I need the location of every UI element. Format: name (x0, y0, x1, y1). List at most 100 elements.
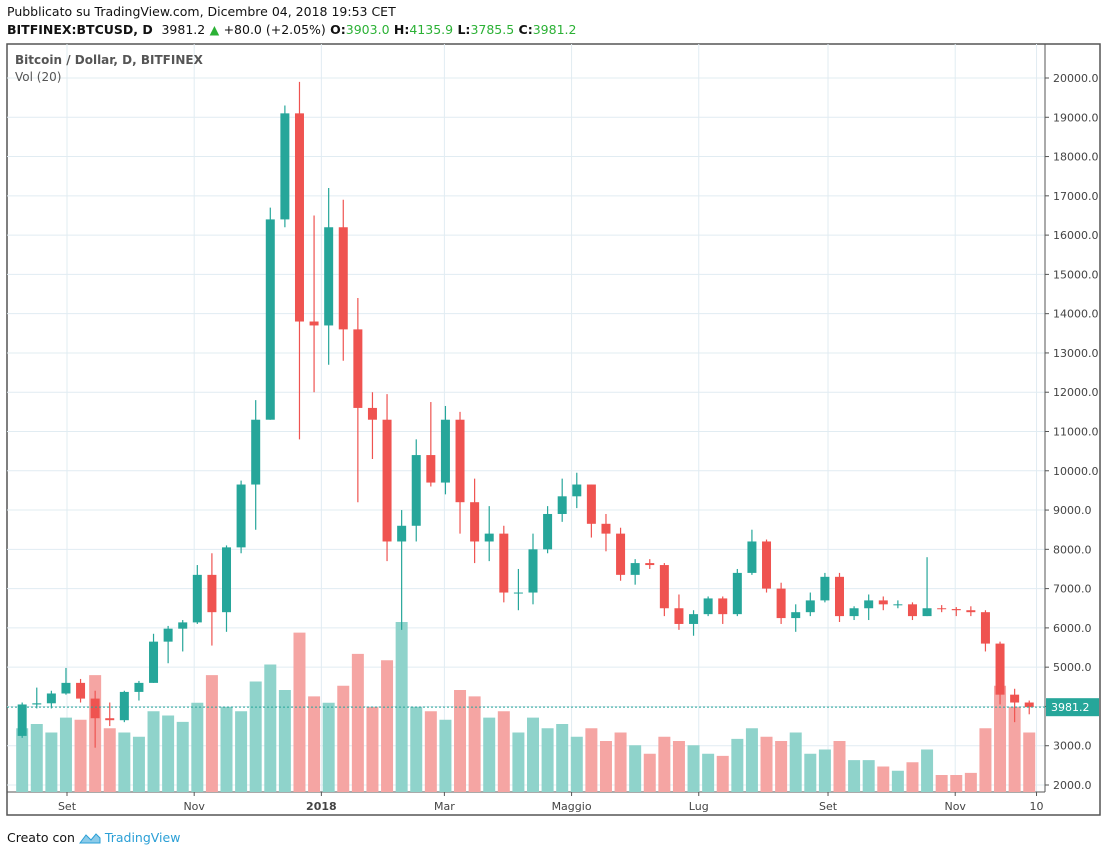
volume-bar (512, 732, 525, 792)
candle-body (849, 608, 859, 617)
volume-bar (322, 702, 335, 792)
candle-body (718, 598, 728, 615)
candle-body (893, 604, 903, 606)
volume-bar (804, 753, 817, 792)
candle-body (309, 321, 319, 326)
volume-bar (570, 736, 583, 792)
candle-body (411, 455, 421, 526)
volume-bar (176, 721, 189, 792)
candle-body (791, 612, 801, 619)
x-tick-label: Mar (434, 800, 455, 813)
candle-body (426, 455, 436, 483)
x-tick-label: 10 (1030, 800, 1044, 813)
volume-bar (468, 696, 481, 792)
candle-body (951, 609, 961, 611)
close-value: 3981.2 (532, 22, 577, 37)
open-label: O: (330, 22, 346, 37)
volume-bar (585, 728, 598, 792)
volume-bar (30, 724, 43, 792)
volume-bar (745, 728, 758, 792)
tradingview-logo-icon (78, 832, 101, 843)
candle-body (907, 604, 917, 617)
x-tick-label: Nov (944, 800, 966, 813)
candle-body (980, 612, 990, 644)
candle-body (382, 419, 392, 542)
candle-body (90, 698, 100, 719)
candle-body (367, 407, 377, 420)
low-value: 3785.5 (470, 22, 515, 37)
volume-bar (191, 702, 204, 792)
candle-body (397, 525, 407, 542)
high-value: 4135.9 (409, 22, 454, 37)
volume-bar (162, 715, 175, 792)
candle-body (236, 484, 246, 548)
candle-body (586, 484, 596, 524)
volume-bar (147, 711, 160, 792)
candle-body (353, 329, 363, 408)
candle-body (659, 565, 669, 609)
up-triangle-icon: ▲ (209, 22, 220, 37)
volume-bar (59, 717, 72, 792)
tradingview-link[interactable]: TradingView (104, 830, 181, 845)
chart-legend-title: Bitcoin / Dollar, D, BITFINEX (15, 53, 203, 67)
candle-body (324, 227, 334, 326)
candle-body (776, 588, 786, 619)
y-tick-label: 10000.0 (1053, 465, 1099, 478)
volume-bar (118, 732, 131, 792)
volume-bar (556, 724, 569, 792)
y-tick-label: 11000.0 (1053, 426, 1099, 439)
volume-bar (483, 717, 496, 792)
candle-body (543, 513, 553, 550)
candle-body (440, 419, 450, 483)
volume-bar (862, 760, 875, 792)
candle-body (470, 502, 480, 542)
candle-body (134, 682, 144, 692)
candle-body (163, 628, 173, 642)
volume-bar (775, 741, 788, 792)
price-change: +80.0 (+2.05%) (223, 22, 326, 37)
volume-bar (103, 728, 116, 792)
last-price-badge (1046, 698, 1099, 717)
volume-bar (395, 622, 408, 792)
candle-body (689, 614, 699, 624)
volume-bar (454, 690, 467, 792)
volume-legend: Vol (20) (15, 70, 62, 84)
candle-body (46, 693, 56, 704)
candle-body (937, 608, 947, 610)
volume-bar (308, 696, 321, 792)
candle-body (61, 682, 71, 694)
candle-body (251, 419, 261, 485)
y-tick-label: 13000.0 (1053, 347, 1099, 360)
y-tick-label: 8000.0 (1053, 543, 1092, 556)
volume-bar (658, 736, 671, 792)
candle-body (732, 572, 742, 615)
candle-body (630, 563, 640, 575)
volume-bar (541, 728, 554, 792)
volume-bar (235, 711, 248, 792)
candle-body (805, 600, 815, 613)
volume-bar (687, 745, 700, 792)
volume-bar (629, 745, 642, 792)
candle-body (338, 227, 348, 330)
candle-body (878, 600, 888, 605)
volume-bar (833, 741, 846, 792)
volume-bar (1008, 707, 1021, 792)
volume-bar (921, 749, 934, 792)
y-tick-label: 7000.0 (1053, 583, 1092, 596)
candle-body (922, 608, 932, 617)
volume-bar (45, 732, 58, 792)
volume-bar (16, 728, 29, 792)
volume-bar (935, 775, 948, 792)
volume-bar (848, 760, 861, 792)
y-tick-label: 16000.0 (1053, 229, 1099, 242)
candle-body (616, 533, 626, 575)
last-price-label: 3981.2 (1051, 701, 1090, 714)
x-tick-label: Nov (183, 800, 205, 813)
symbol-info-line: BITFINEX:BTCUSD, D 3981.2 ▲ +80.0 (+2.05… (7, 22, 576, 37)
x-tick-label: Set (819, 800, 838, 813)
volume-bar (205, 675, 218, 792)
candle-body (499, 533, 509, 593)
created-with-label: Creato con (7, 830, 75, 845)
volume-bar (264, 664, 277, 792)
